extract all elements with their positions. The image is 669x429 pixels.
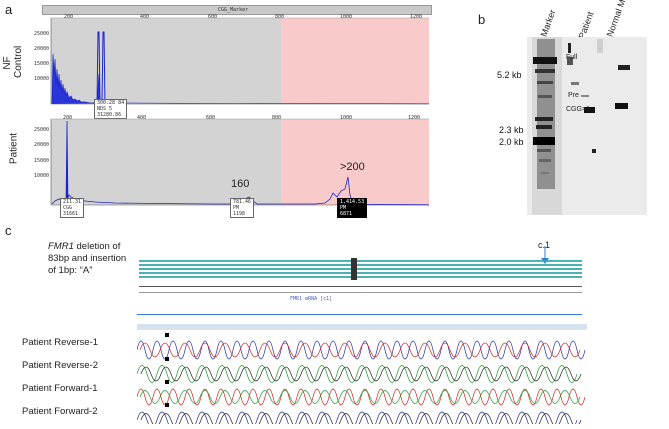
c1-label: c.1 <box>538 240 551 250</box>
patient-y-tick-4: 10000 <box>34 173 50 179</box>
size-label-5-2kb: 5.2 kb <box>497 70 522 80</box>
patient-label: Patient <box>8 132 20 165</box>
band-label-full: Full <box>566 54 578 61</box>
control-electropherogram <box>50 17 430 105</box>
control-peak-box-line1: 300.28 84 <box>97 100 125 106</box>
lane-label-patient: Patient <box>576 10 596 40</box>
band-label-pre: Pre <box>568 92 579 99</box>
patient-tick-200: 200 <box>63 115 73 121</box>
header-bar-text: CGG_Marker <box>218 7 249 13</box>
size-label-2-0kb: 2.0 kb <box>499 137 524 147</box>
deletion-description: FMR1 deletion of 83bp and insertion of 1… <box>48 241 158 277</box>
panel-a-letter: a <box>5 2 13 17</box>
patient-tick-600: 600 <box>206 115 216 121</box>
patient-tick-1000: 1000 <box>340 115 353 121</box>
chromatogram-panel <box>137 324 587 424</box>
patient-tick-400: 400 <box>137 115 147 121</box>
panel-b-letter: b <box>478 12 486 27</box>
control-peak-box-line2: NDS 5 <box>97 106 113 112</box>
trace-label-reverse-1: Patient Reverse-1 <box>22 337 99 348</box>
trace-label-forward-2: Patient Forward-2 <box>22 406 98 417</box>
sequence-alignment <box>139 246 582 293</box>
ref-track-label: FMR1 mRNA [c1] <box>290 296 333 302</box>
control-tick-200: 200 <box>64 14 74 20</box>
patient-peak-box-3: 1,414.53 PM 6871 <box>337 198 368 218</box>
patient-peak-box-1: 211.31 CGG 31661 <box>60 198 85 218</box>
patient-peak-box-2-line3: 1198 <box>233 211 246 217</box>
desc-line2: 83bp and insertion <box>48 253 127 264</box>
control-tick-800: 800 <box>275 14 285 20</box>
band-label-cgg1: CGG=1 <box>566 106 590 113</box>
control-y-tick-2: 20000 <box>34 46 50 52</box>
control-y-tick-1: 25000 <box>34 31 50 37</box>
control-tick-400: 400 <box>140 14 150 20</box>
trace-label-forward-1: Patient Forward-1 <box>22 383 98 394</box>
patient-y-tick-2: 20000 <box>34 142 50 148</box>
patient-peak-box-3-line1: 1,414.53 <box>340 199 365 205</box>
reference-track-divider <box>137 314 582 315</box>
desc-line3: of 1bp: “A” <box>48 265 93 276</box>
patient-y-tick-1: 25000 <box>34 127 50 133</box>
control-label-line1: NF <box>2 56 13 70</box>
control-peak-box-line3: 31280.86 <box>97 112 122 118</box>
electropherogram-header-bar <box>42 5 432 15</box>
control-tick-1200: 1200 <box>410 14 423 20</box>
patient-peak-box-3-line2: PM <box>340 205 347 211</box>
control-tick-600: 600 <box>208 14 218 20</box>
patient-y-tick-3: 15000 <box>34 158 50 164</box>
patient-tick-800: 800 <box>272 115 282 121</box>
desc-gene-name: FMR1 <box>48 241 74 252</box>
control-tick-1000: 1000 <box>340 14 353 20</box>
patient-tick-1200: 1200 <box>408 115 421 121</box>
peak-label-200: >200 <box>340 161 365 173</box>
control-label-line2: Control <box>13 45 24 78</box>
desc-line1: deletion of <box>73 241 121 252</box>
patient-peak-box-2-line1: 781.46 <box>233 199 252 205</box>
patient-peak-box-1-line3: 31661 <box>63 211 79 217</box>
control-label: NF Control <box>2 45 24 78</box>
lane-label-normal-male: Normal Male <box>604 0 632 38</box>
trace-label-reverse-2: Patient Reverse-2 <box>22 360 99 371</box>
control-peak-box: 300.28 84 NDS 5 31280.86 <box>94 99 128 119</box>
control-y-tick-3: 15000 <box>34 61 50 67</box>
southern-blot-image <box>527 37 647 215</box>
patient-peak-box-3-line3: 6871 <box>340 211 353 217</box>
panel-c-letter: c <box>5 223 12 238</box>
patient-peak-box-1-line1: 211.31 <box>63 199 82 205</box>
size-label-2-3kb: 2.3 kb <box>499 125 524 135</box>
lane-label-marker: Marker <box>538 8 558 38</box>
patient-peak-box-2: 781.46 PM 1198 <box>230 198 255 218</box>
patient-peak-box-2-line2: PM <box>233 205 240 211</box>
patient-electropherogram <box>50 118 430 206</box>
peak-label-160: 160 <box>231 178 250 190</box>
patient-peak-box-1-line2: CGG <box>63 205 73 211</box>
control-y-tick-4: 10000 <box>34 76 50 82</box>
